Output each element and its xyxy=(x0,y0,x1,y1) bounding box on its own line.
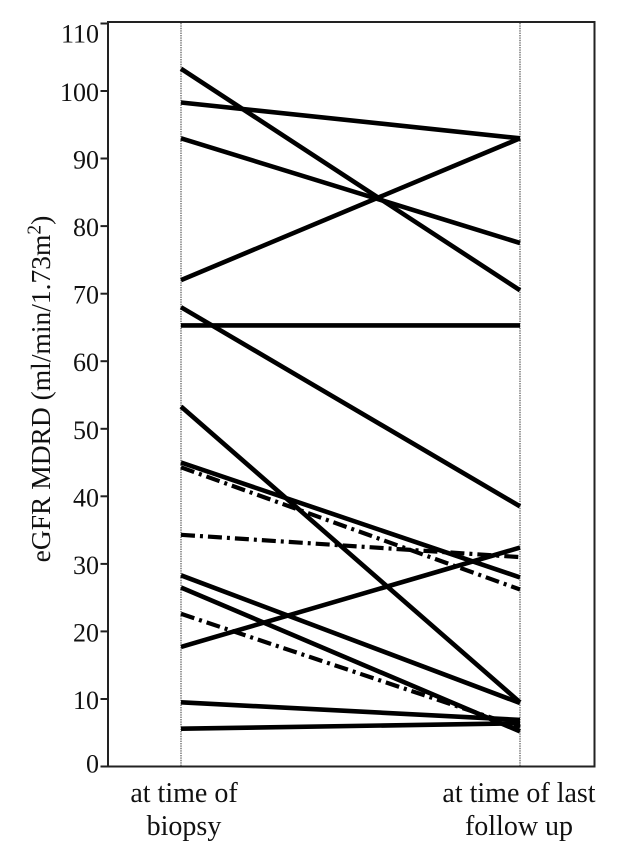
svg-text:80: 80 xyxy=(73,213,99,242)
svg-text:100: 100 xyxy=(60,78,99,107)
svg-text:60: 60 xyxy=(73,348,99,377)
svg-text:eGFR MDRD (ml/min/1.73m2): eGFR MDRD (ml/min/1.73m2) xyxy=(25,216,57,563)
svg-text:at time of: at time of xyxy=(130,778,238,809)
svg-text:70: 70 xyxy=(73,281,99,310)
svg-text:20: 20 xyxy=(73,618,99,647)
svg-text:110: 110 xyxy=(61,19,99,48)
svg-text:40: 40 xyxy=(73,483,99,512)
svg-text:90: 90 xyxy=(73,146,99,175)
svg-text:30: 30 xyxy=(73,551,99,580)
svg-text:at time of last: at time of last xyxy=(442,778,595,809)
svg-text:0: 0 xyxy=(86,750,99,779)
svg-text:10: 10 xyxy=(73,686,99,715)
svg-text:50: 50 xyxy=(73,416,99,445)
svg-text:biopsy: biopsy xyxy=(147,811,222,842)
svg-text:follow up: follow up xyxy=(465,811,573,842)
